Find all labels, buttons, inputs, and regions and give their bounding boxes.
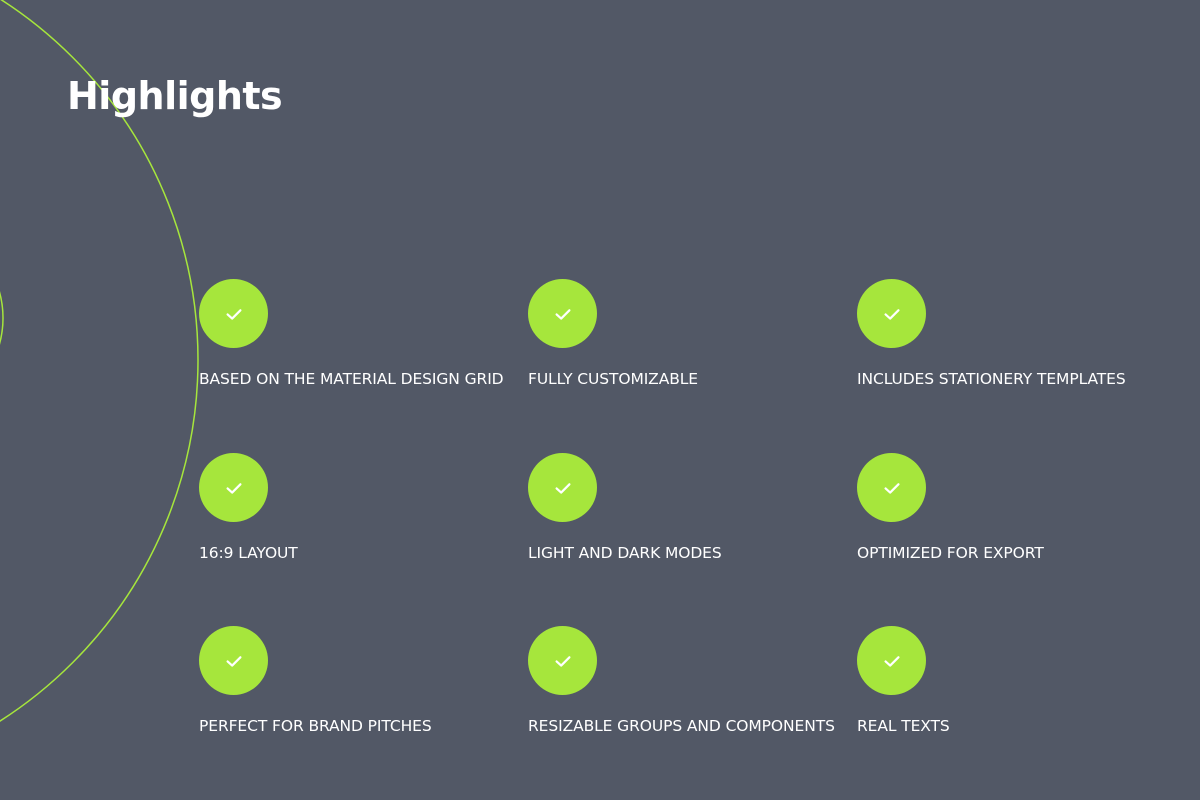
feature-label: RESIZABLE GROUPS AND COMPONENTS	[528, 717, 835, 735]
feature-item: REAL TEXTS	[857, 626, 1177, 746]
check-icon	[225, 655, 242, 667]
feature-label: REAL TEXTS	[857, 717, 950, 735]
feature-label: FULLY CUSTOMIZABLE	[528, 370, 698, 388]
check-badge	[857, 453, 926, 522]
check-badge	[528, 453, 597, 522]
feature-label: LIGHT AND DARK MODES	[528, 544, 722, 562]
feature-item: BASED ON THE MATERIAL DESIGN GRID	[199, 279, 519, 399]
check-icon	[883, 655, 900, 667]
feature-item: FULLY CUSTOMIZABLE	[528, 279, 848, 399]
feature-label: PERFECT FOR BRAND PITCHES	[199, 717, 432, 735]
feature-item: 16:9 LAYOUT	[199, 453, 519, 573]
feature-label: 16:9 LAYOUT	[199, 544, 298, 562]
check-badge	[857, 626, 926, 695]
check-badge	[857, 279, 926, 348]
feature-item: RESIZABLE GROUPS AND COMPONENTS	[528, 626, 848, 746]
check-icon	[883, 482, 900, 494]
check-icon	[225, 308, 242, 320]
check-badge	[528, 279, 597, 348]
check-icon	[554, 308, 571, 320]
feature-item: PERFECT FOR BRAND PITCHES	[199, 626, 519, 746]
check-icon	[554, 655, 571, 667]
feature-item: INCLUDES STATIONERY TEMPLATES	[857, 279, 1177, 399]
feature-item: OPTIMIZED FOR EXPORT	[857, 453, 1177, 573]
check-icon	[554, 482, 571, 494]
check-badge	[199, 453, 268, 522]
check-badge	[528, 626, 597, 695]
feature-label: INCLUDES STATIONERY TEMPLATES	[857, 370, 1126, 388]
feature-label: OPTIMIZED FOR EXPORT	[857, 544, 1044, 562]
check-icon	[225, 482, 242, 494]
check-badge	[199, 279, 268, 348]
check-badge	[199, 626, 268, 695]
check-icon	[883, 308, 900, 320]
feature-label: BASED ON THE MATERIAL DESIGN GRID	[199, 370, 504, 388]
feature-item: LIGHT AND DARK MODES	[528, 453, 848, 573]
page-title: Highlights	[67, 74, 283, 118]
